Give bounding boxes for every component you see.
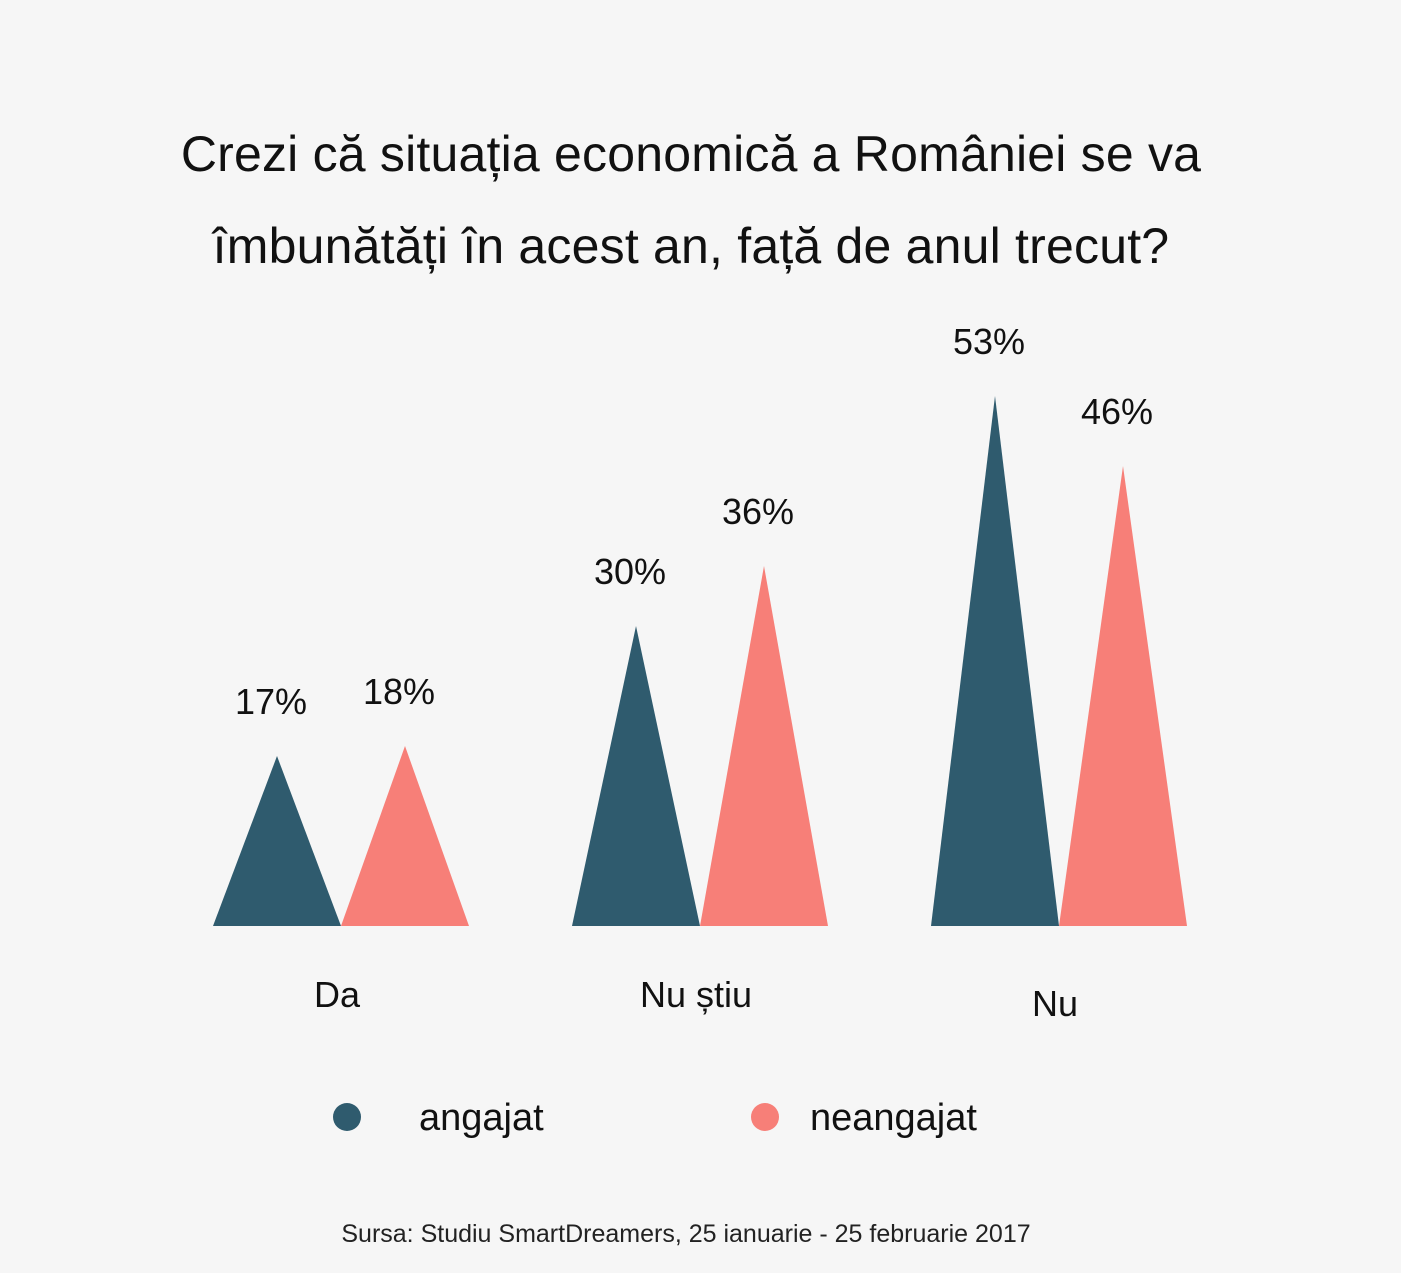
legend-label-angajat: angajat (419, 1097, 544, 1139)
data-label-neangajat-0: 18% (363, 671, 435, 712)
bar-neangajat-1 (700, 566, 828, 926)
bar-neangajat-2 (1059, 466, 1187, 926)
data-label-neangajat-2: 46% (1081, 391, 1153, 432)
legend-marker-angajat (333, 1103, 361, 1131)
category-label-1: Nu știu (640, 974, 752, 1015)
legend-label-neangajat: neangajat (810, 1097, 977, 1139)
bar-angajat-0 (213, 756, 341, 926)
data-label-angajat-0: 17% (235, 681, 307, 722)
category-label-2: Nu (1032, 983, 1078, 1024)
bar-neangajat-0 (341, 746, 469, 926)
chart-title-line-2: îmbunătăți în acest an, față de anul tre… (212, 218, 1170, 274)
data-label-neangajat-1: 36% (722, 491, 794, 532)
chart-title: Crezi că situația economică a României s… (0, 108, 1382, 292)
source-note: Sursa: Studiu SmartDreamers, 25 ianuarie… (341, 1220, 1031, 1248)
bar-angajat-1 (572, 626, 700, 926)
legend-marker-neangajat (751, 1103, 779, 1131)
category-label-0: Da (314, 974, 361, 1015)
chart-title-line-1: Crezi că situația economică a României s… (180, 126, 1202, 182)
data-label-angajat-2: 53% (953, 321, 1025, 362)
data-label-angajat-1: 30% (594, 551, 666, 592)
bar-angajat-2 (931, 396, 1059, 926)
